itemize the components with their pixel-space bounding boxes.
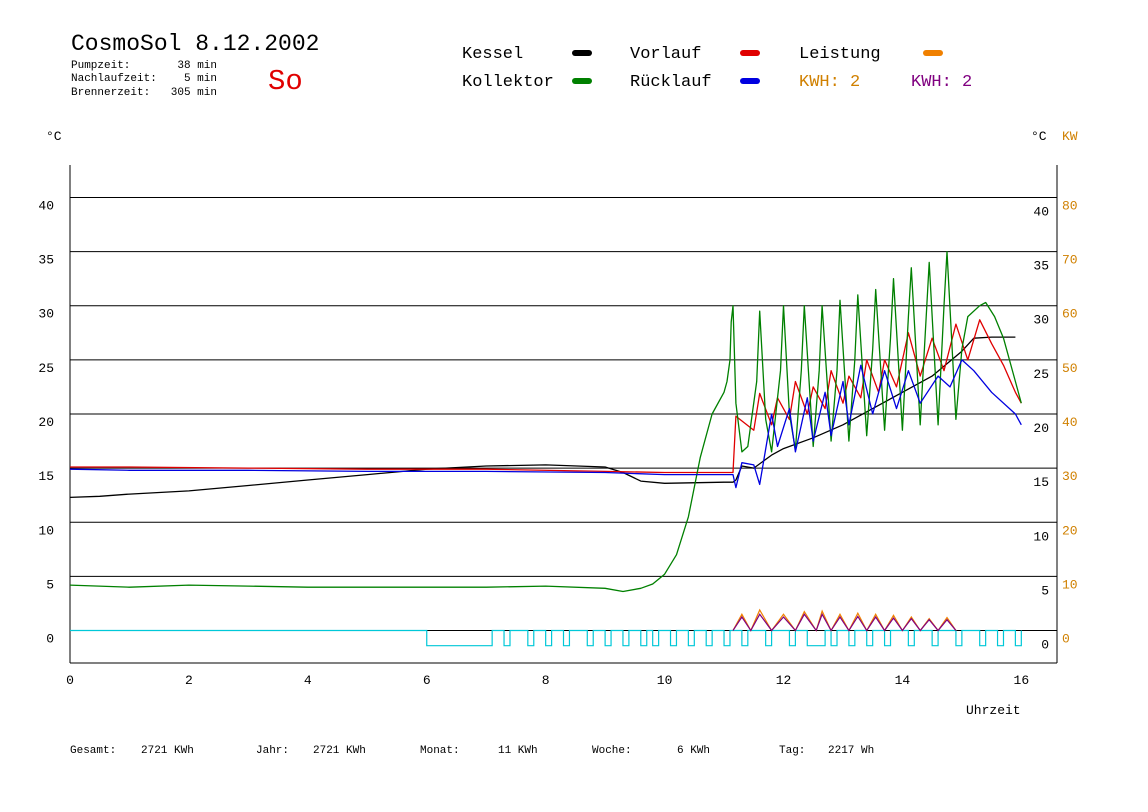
y-tick-right-20: 20 xyxy=(1033,421,1049,436)
footer-tag-label: Tag: xyxy=(779,745,805,757)
x-tick-10: 10 xyxy=(657,673,673,688)
legend-leistung-label: Leistung xyxy=(799,45,881,64)
y-axis-kw-unit: KW xyxy=(1062,129,1078,144)
stat-label-nachlauf: Nachlaufzeit: xyxy=(71,73,157,85)
y-tick-right-10: 10 xyxy=(1033,529,1049,544)
y-tick-left-20: 20 xyxy=(38,415,54,430)
footer-jahr-label: Jahr: xyxy=(256,745,289,757)
x-tick-16: 16 xyxy=(1014,673,1030,688)
legend: Kessel Vorlauf Leistung Kollektor Rückla… xyxy=(462,45,972,92)
y-tick-right-0: 0 xyxy=(1041,638,1049,653)
footer-gesamt-value: 2721 KWh xyxy=(141,745,194,757)
footer-tag-value: 2217 Wh xyxy=(828,745,874,757)
x-tick-2: 2 xyxy=(185,673,193,688)
footer-monat-value: 11 KWh xyxy=(498,745,538,757)
x-tick-4: 4 xyxy=(304,673,312,688)
series-lines xyxy=(69,250,1022,593)
y-tick-left-35: 35 xyxy=(38,253,54,268)
y-tick-left-10: 10 xyxy=(38,523,54,538)
y-axis-left-unit: °C xyxy=(46,129,62,144)
stat-label-brenner: Brennerzeit: xyxy=(71,87,150,99)
y-tick-left-0: 0 xyxy=(46,632,54,647)
footer-gesamt-label: Gesamt: xyxy=(70,745,116,757)
stat-value-brenner: 305 min xyxy=(171,87,217,99)
y-tick-kw-80: 80 xyxy=(1062,198,1078,213)
footer-jahr-value: 2721 KWh xyxy=(313,745,366,757)
burner-line xyxy=(70,629,1022,647)
stat-value-pump: 38 min xyxy=(177,60,217,72)
y-tick-kw-0: 0 xyxy=(1062,632,1070,647)
y-tick-kw-60: 60 xyxy=(1062,307,1078,322)
y-tick-kw-70: 70 xyxy=(1062,253,1078,268)
legend-kessel-label: Kessel xyxy=(462,45,523,64)
y-tick-right-15: 15 xyxy=(1033,475,1049,490)
axes xyxy=(69,165,1058,664)
y-tick-kw-30: 30 xyxy=(1062,469,1078,484)
y-tick-right-5: 5 xyxy=(1041,583,1049,598)
legend-ruecklauf-label: Rücklauf xyxy=(630,73,712,92)
y-tick-left-15: 15 xyxy=(38,469,54,484)
footer-stats: Gesamt: 2721 KWh Jahr: 2721 KWh Monat: 1… xyxy=(70,745,874,757)
legend-vorlauf-label: Vorlauf xyxy=(630,45,701,64)
y-tick-right-40: 40 xyxy=(1033,204,1049,219)
grid-lines xyxy=(70,196,1057,632)
legend-kollektor-label: Kollektor xyxy=(462,73,554,92)
day-label: So xyxy=(268,65,303,98)
y-tick-left-5: 5 xyxy=(46,577,54,592)
stat-label-pump: Pumpzeit: xyxy=(71,60,130,72)
legend-kwh-purple: KWH: 2 xyxy=(911,73,972,92)
x-tick-14: 14 xyxy=(895,673,911,688)
chart-title: CosmoSol 8.12.2002 xyxy=(71,31,319,57)
stat-value-nachlauf: 5 min xyxy=(184,73,217,85)
footer-monat-label: Monat: xyxy=(420,745,460,757)
burner-trace xyxy=(70,629,1022,647)
y-tick-right-30: 30 xyxy=(1033,313,1049,328)
power-trace xyxy=(732,608,957,632)
y-tick-left-25: 25 xyxy=(38,361,54,376)
x-axis-label: Uhrzeit xyxy=(966,703,1021,718)
series-rcklauf xyxy=(69,359,1022,489)
x-tick-8: 8 xyxy=(542,673,550,688)
y-tick-kw-10: 10 xyxy=(1062,577,1078,592)
y-tick-kw-40: 40 xyxy=(1062,415,1078,430)
y-tick-right-25: 25 xyxy=(1033,367,1049,382)
x-tick-0: 0 xyxy=(66,673,74,688)
y-tick-right-35: 35 xyxy=(1033,259,1049,274)
y-tick-kw-50: 50 xyxy=(1062,361,1078,376)
footer-woche-label: Woche: xyxy=(592,745,632,757)
series-kollektor xyxy=(69,250,1022,593)
y-tick-kw-20: 20 xyxy=(1062,523,1078,538)
y-tick-left-30: 30 xyxy=(38,307,54,322)
x-tick-12: 12 xyxy=(776,673,792,688)
x-tick-6: 6 xyxy=(423,673,431,688)
y-tick-left-40: 40 xyxy=(38,198,54,213)
footer-woche-value: 6 KWh xyxy=(677,745,710,757)
kwh-line xyxy=(732,612,957,632)
y-axis-right-unit: °C xyxy=(1031,129,1047,144)
series-kessel xyxy=(69,336,1016,499)
legend-kwh-orange: KWH: 2 xyxy=(799,73,860,92)
